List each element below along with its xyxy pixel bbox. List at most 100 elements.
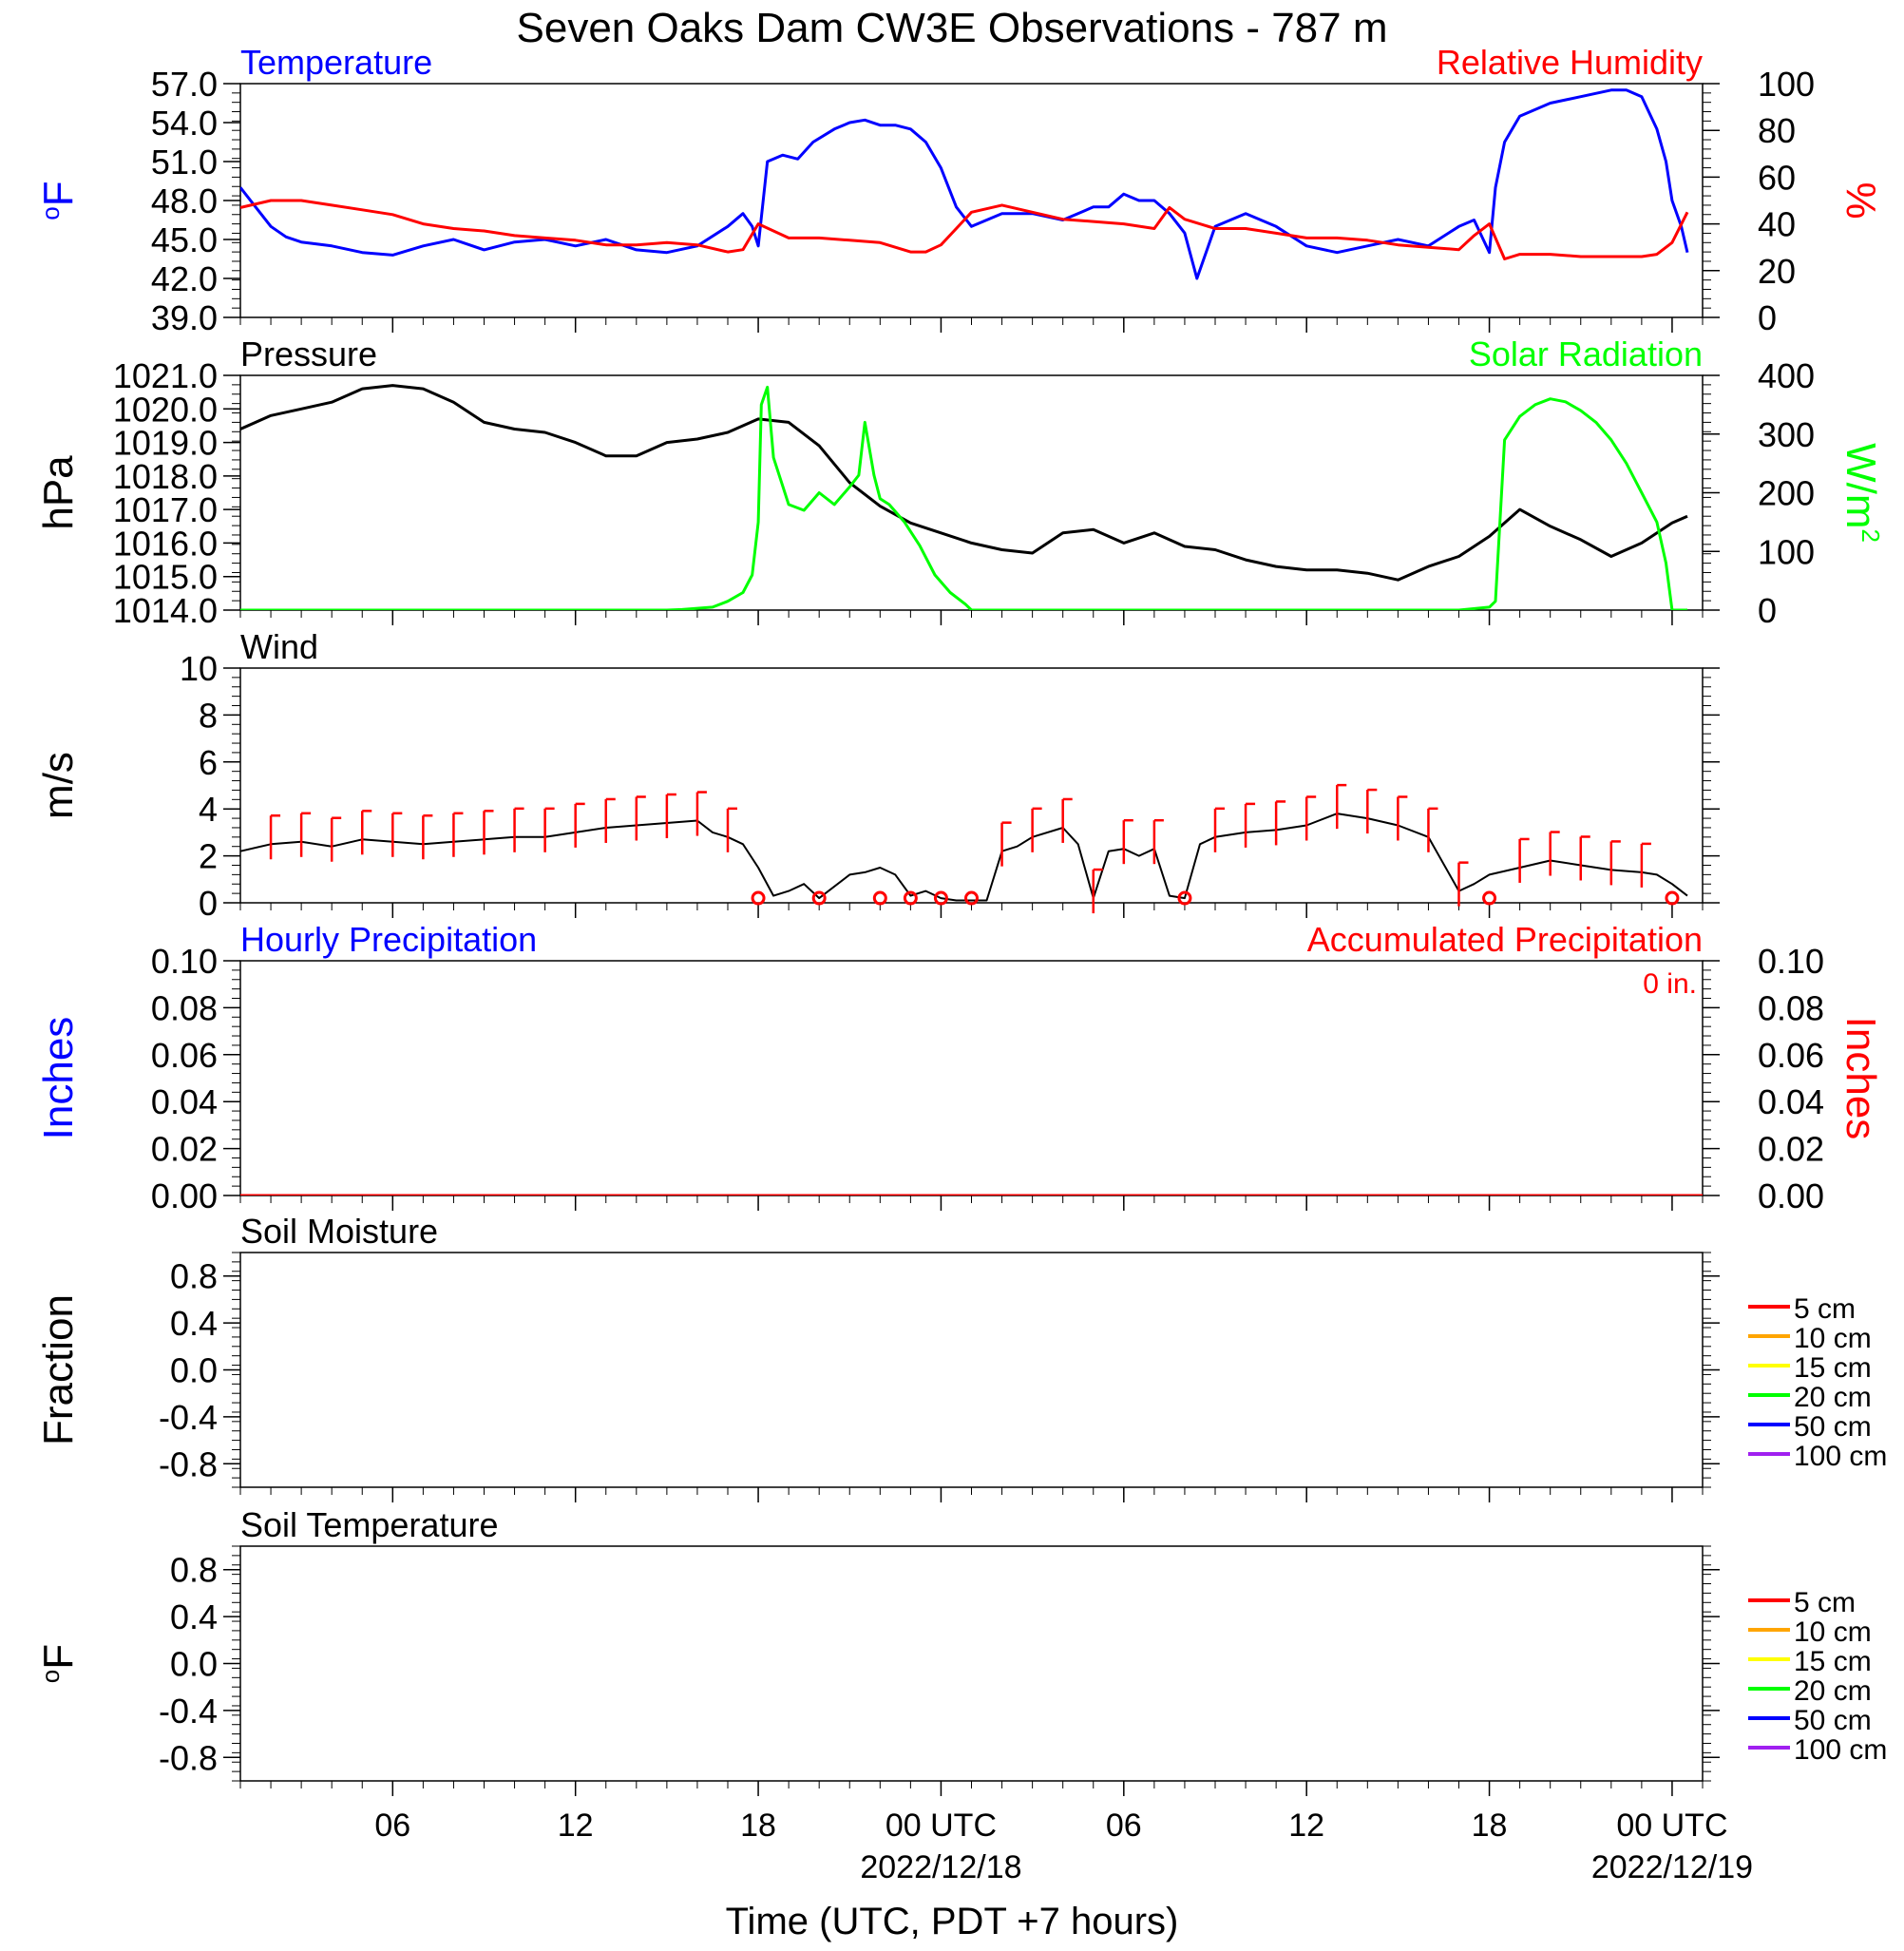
y-tick-label-left: 1020.0 [113,390,218,429]
y-tick-label-right: 40 [1758,205,1796,244]
panel-title-left: Wind [240,627,318,666]
panel-soil-moisture: 0.8 0.4 0.0 -0.4 -0.8 Soil Moisture Fraction 5 … [35,1212,1887,1502]
calm-wind-marker [751,890,766,906]
y-tick-label-left: -0.8 [159,1738,218,1777]
y-axis-label-left: oF [35,181,82,220]
x-axis-label: Time (UTC, PDT +7 hours) [726,1901,1179,1942]
y-tick-label-right: 0.04 [1758,1082,1824,1121]
y-tick-label-left: 1014.0 [113,591,218,630]
y-axis-label-right: % [1837,182,1884,219]
legend-label: 10 cm [1794,1616,1872,1648]
calm-wind-marker [811,890,827,906]
panel-title-left: Soil Temperature [240,1505,498,1544]
y-tick-label-left: 0.02 [151,1130,218,1169]
legend-label: 20 cm [1794,1675,1872,1707]
panel-title-right: Solar Radiation [1469,335,1703,373]
y-tick-label-right: 0.06 [1758,1036,1824,1075]
y-tick-label-left: 51.0 [151,143,218,182]
series-line-wind [240,813,1688,902]
y-tick-label-left: 1015.0 [113,558,218,597]
y-tick-label-right: 300 [1758,415,1815,454]
legend-label: 100 cm [1794,1734,1887,1766]
y-tick-label-left: 1016.0 [113,524,218,563]
legend-label: 50 cm [1794,1411,1872,1443]
time-axis: 06 12 18 00 UTC 2022/12/18 06 12 18 00 UTC 2022/1… [374,1808,1753,1885]
y-tick-label-left: 54.0 [151,104,218,143]
y-tick-label-right: 0.00 [1758,1176,1824,1215]
y-axis-label-left: Inches [35,1017,82,1140]
calm-wind-marker [1482,890,1497,906]
y-tick-label-right: 0 [1758,591,1777,630]
plot-frame [239,1252,1704,1488]
x-tick-label: 00 UTC [1616,1808,1727,1844]
plot-frame [239,83,1704,318]
y-tick-label-left: 10 [180,649,218,688]
panel-title-right: Relative Humidity [1437,43,1703,82]
y-tick-label-left: 0.4 [170,1597,218,1636]
x-tick-label: 06 [1106,1808,1142,1844]
y-tick-label-left: 0.8 [170,1551,218,1590]
plot-frame [239,667,1704,904]
y-tick-label-right: 100 [1758,532,1815,571]
y-tick-label-right: 80 [1758,111,1796,150]
y-tick-label-left: -0.4 [159,1692,218,1731]
y-tick-label-right: 60 [1758,158,1796,197]
x-tick-label: 18 [1472,1808,1508,1844]
series-line-temperature [240,88,1689,280]
y-tick-label-right: 100 [1758,65,1815,104]
y-tick-label-left: 6 [199,743,218,782]
y-tick-label-left: 0 [199,884,218,923]
panel-title-right: Accumulated Precipitation [1307,920,1703,959]
figure-title: Seven Oaks Dam CW3E Observations - 787 m [517,5,1388,51]
panel-temperature-humidity: 57.054.051.048.045.042.039.0 100 80 60 40 20 0… [35,43,1884,337]
y-tick-label-right: 400 [1758,356,1815,395]
y-tick-label-left: 0.4 [170,1304,218,1343]
legend-label: 15 cm [1794,1646,1872,1677]
x-tick-label: 12 [558,1808,594,1844]
panel-title-left: Temperature [240,43,432,82]
y-tick-label-left: 4 [199,790,218,829]
x-tick-label: 00 UTC [885,1808,997,1844]
series-line-pressure [240,384,1688,582]
legend-label: 10 cm [1794,1323,1872,1354]
y-tick-label-left: 0.06 [151,1036,218,1075]
y-tick-label-right: 0 [1758,298,1777,337]
y-tick-label-left: 1017.0 [113,490,218,529]
y-tick-label-left: 0.00 [151,1176,218,1215]
y-tick-label-left: 39.0 [151,298,218,337]
calm-wind-marker [872,890,887,906]
y-tick-label-right: 20 [1758,252,1796,291]
y-tick-label-right: 0.08 [1758,988,1824,1027]
plot-frame [239,960,1704,1196]
calm-wind-marker [964,890,979,906]
legend-label: 100 cm [1794,1441,1887,1472]
calm-wind-marker [1665,890,1680,906]
y-tick-label-left: 1021.0 [113,356,218,395]
legend-label: 5 cm [1794,1293,1856,1325]
series-line-solar-radiation [240,385,1687,610]
y-tick-label-left: 1019.0 [113,424,218,463]
y-tick-label-left: 42.0 [151,259,218,298]
y-tick-label-left: 8 [199,696,218,735]
legend-label: 20 cm [1794,1382,1872,1413]
panel-title-left: Hourly Precipitation [240,920,537,959]
y-tick-label-left: -0.8 [159,1444,218,1483]
y-tick-label-left: 0.8 [170,1257,218,1296]
chart-panels: 57.054.051.048.045.042.039.0100806040200… [35,43,1887,1796]
y-tick-label-left: 0.0 [170,1645,218,1684]
y-axis-label-left: hPa [35,455,82,530]
accumulated-total: 0 in. [1643,968,1697,1000]
x-date-label: 2022/12/19 [1591,1849,1753,1885]
y-tick-label-left: 2 [199,837,218,876]
y-tick-label-left: 1018.0 [113,457,218,496]
y-axis-label-right: W/m2 [1837,443,1885,543]
calm-wind-marker [1177,890,1192,906]
x-tick-label: 18 [740,1808,776,1844]
y-tick-label-left: -0.4 [159,1398,218,1437]
calm-wind-marker [933,890,948,906]
panel-precipitation: 0.10 0.08 0.06 0.04 0.02 0.00 0.10 0.08 0.06 0.04… [35,920,1884,1215]
x-date-label: 2022/12/18 [860,1849,1021,1885]
y-tick-label-left: 0.10 [151,942,218,981]
